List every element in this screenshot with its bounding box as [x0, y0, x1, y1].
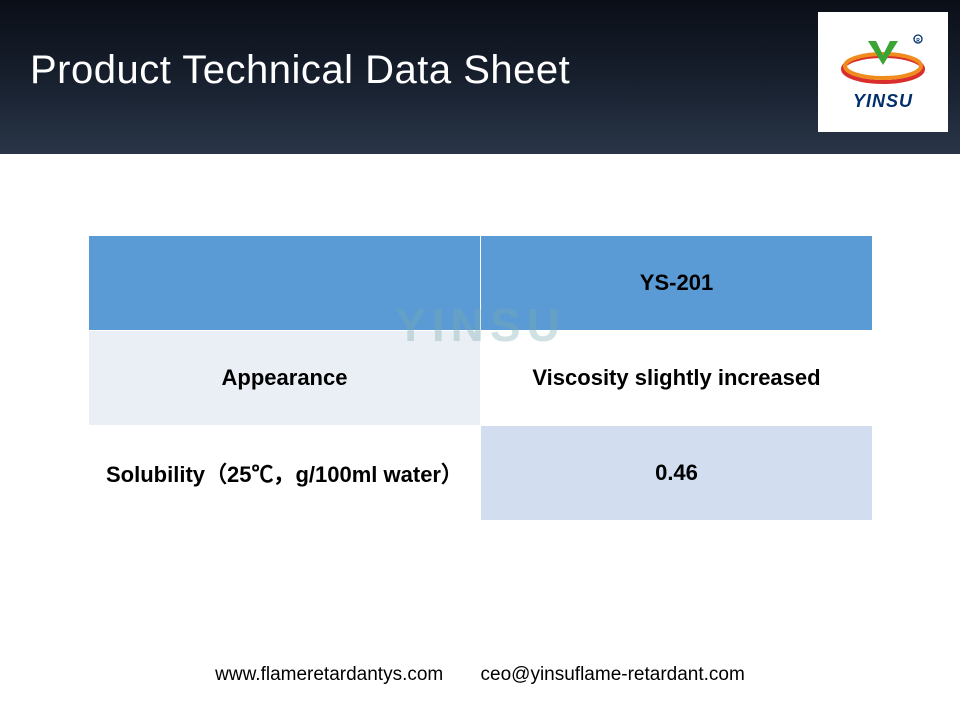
- content-area: YINSU YS-201 Appearance Viscosity slight…: [88, 235, 873, 521]
- footer-email: ceo@yinsuflame-retardant.com: [481, 664, 745, 685]
- table-row: Solubility（25℃，g/100ml water） 0.46: [89, 426, 873, 521]
- logo-mark-icon: R: [838, 33, 928, 89]
- cell-property: [89, 236, 481, 331]
- header-bar: Product Technical Data Sheet R YINSU: [0, 0, 960, 154]
- spec-table: YS-201 Appearance Viscosity slightly inc…: [88, 235, 873, 521]
- logo-brand-text: YINSU: [853, 91, 913, 112]
- cell-value: 0.46: [481, 426, 873, 521]
- table-row: YS-201: [89, 236, 873, 331]
- cell-property: Appearance: [89, 331, 481, 426]
- table-row: Appearance Viscosity slightly increased: [89, 331, 873, 426]
- brand-logo: R YINSU: [818, 12, 948, 132]
- footer: www.flameretardantys.com ceo@yinsuflame-…: [0, 664, 960, 686]
- page-title: Product Technical Data Sheet: [30, 48, 570, 93]
- svg-text:R: R: [916, 38, 920, 44]
- cell-value: Viscosity slightly increased: [481, 331, 873, 426]
- cell-value: YS-201: [481, 236, 873, 331]
- footer-website: www.flameretardantys.com: [215, 664, 443, 685]
- cell-property: Solubility（25℃，g/100ml water）: [89, 426, 481, 521]
